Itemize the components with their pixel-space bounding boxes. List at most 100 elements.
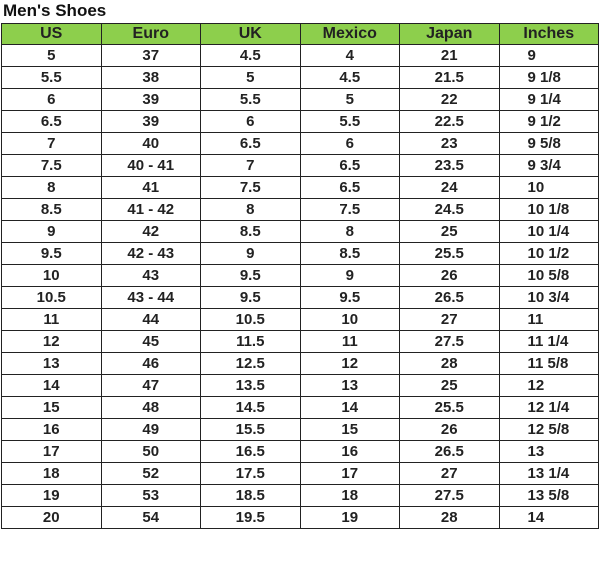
cell-uk: 15.5 [200,418,301,441]
cell-inches: 10 5/8 [498,264,599,287]
cell-us: 8.5 [1,198,102,221]
cell-mexico: 5 [299,88,400,111]
table-row: 15 48 14.5 14 25.5 12 1/4 [1,396,599,419]
cell-uk: 8.5 [200,220,301,243]
cell-euro: 52 [100,462,201,485]
cell-inches: 10 1/2 [498,242,599,265]
table-row: 18 52 17.5 17 27 13 1/4 [1,462,599,485]
cell-mexico: 4 [299,44,400,67]
cell-euro: 39 [100,110,201,133]
cell-uk: 9 [200,242,301,265]
cell-uk: 6.5 [200,132,301,155]
cell-euro: 41 - 42 [100,198,201,221]
cell-inches: 12 5/8 [498,418,599,441]
cell-uk: 19.5 [200,506,301,529]
cell-uk: 9.5 [200,264,301,287]
cell-us: 12 [1,330,102,353]
table-row: 11 44 10.5 10 27 11 [1,308,599,331]
cell-japan: 21 [399,44,500,67]
cell-inches: 9 1/2 [498,110,599,133]
cell-inches: 10 3/4 [498,286,599,309]
cell-us: 18 [1,462,102,485]
table-row: 7 40 6.5 6 23 9 5/8 [1,132,599,155]
cell-japan: 27.5 [399,330,500,353]
cell-japan: 24.5 [399,198,500,221]
cell-uk: 17.5 [200,462,301,485]
size-chart-table: US Euro UK Mexico Japan Inches 5 37 4.5 4 21 9 5.5 3… [1,23,599,529]
cell-euro: 39 [100,88,201,111]
table-row: 5 37 4.5 4 21 9 [1,44,599,67]
cell-japan: 25.5 [399,396,500,419]
cell-mexico: 8 [299,220,400,243]
cell-euro: 41 [100,176,201,199]
table-row: 5.5 38 5 4.5 21.5 9 1/8 [1,66,599,89]
cell-us: 6.5 [1,110,102,133]
cell-euro: 49 [100,418,201,441]
cell-japan: 26.5 [399,440,500,463]
cell-mexico: 8.5 [299,242,400,265]
cell-uk: 7.5 [200,176,301,199]
cell-uk: 10.5 [200,308,301,331]
cell-inches: 13 5/8 [498,484,599,507]
cell-uk: 14.5 [200,396,301,419]
cell-us: 5 [1,44,102,67]
cell-us: 19 [1,484,102,507]
table-row: 8 41 7.5 6.5 24 10 [1,176,599,199]
cell-inches: 12 1/4 [498,396,599,419]
cell-euro: 40 [100,132,201,155]
cell-inches: 13 1/4 [498,462,599,485]
cell-uk: 6 [200,110,301,133]
cell-mexico: 19 [299,506,400,529]
cell-japan: 25 [399,220,500,243]
cell-us: 10.5 [1,286,102,309]
cell-mexico: 7.5 [299,198,400,221]
cell-japan: 26 [399,264,500,287]
column-header-japan: Japan [399,23,500,45]
table-row: 6 39 5.5 5 22 9 1/4 [1,88,599,111]
cell-inches: 11 [498,308,599,331]
table-row: 17 50 16.5 16 26.5 13 [1,440,599,463]
cell-us: 6 [1,88,102,111]
cell-mexico: 10 [299,308,400,331]
table-row: 12 45 11.5 11 27.5 11 1/4 [1,330,599,353]
cell-japan: 23.5 [399,154,500,177]
cell-euro: 40 - 41 [100,154,201,177]
cell-inches: 10 1/4 [498,220,599,243]
cell-euro: 54 [100,506,201,529]
table-row: 9.5 42 - 43 9 8.5 25.5 10 1/2 [1,242,599,265]
cell-japan: 28 [399,352,500,375]
table-row: 13 46 12.5 12 28 11 5/8 [1,352,599,375]
cell-uk: 8 [200,198,301,221]
column-header-inches: Inches [498,23,599,45]
cell-euro: 43 [100,264,201,287]
cell-euro: 44 [100,308,201,331]
cell-japan: 26 [399,418,500,441]
cell-inches: 9 5/8 [498,132,599,155]
cell-mexico: 18 [299,484,400,507]
cell-us: 7.5 [1,154,102,177]
cell-japan: 22.5 [399,110,500,133]
cell-japan: 21.5 [399,66,500,89]
header-row: US Euro UK Mexico Japan Inches [1,23,599,45]
cell-uk: 9.5 [200,286,301,309]
column-header-mexico: Mexico [299,23,400,45]
cell-mexico: 5.5 [299,110,400,133]
cell-euro: 42 [100,220,201,243]
cell-euro: 37 [100,44,201,67]
table-row: 19 53 18.5 18 27.5 13 5/8 [1,484,599,507]
cell-euro: 53 [100,484,201,507]
cell-inches: 9 [498,44,599,67]
cell-mexico: 6.5 [299,154,400,177]
cell-japan: 22 [399,88,500,111]
cell-inches: 10 [498,176,599,199]
cell-euro: 50 [100,440,201,463]
cell-inches: 9 1/4 [498,88,599,111]
column-header-uk: UK [200,23,301,45]
cell-us: 13 [1,352,102,375]
cell-inches: 9 3/4 [498,154,599,177]
cell-mexico: 12 [299,352,400,375]
page-title: Men's Shoes [3,1,107,20]
cell-euro: 42 - 43 [100,242,201,265]
cell-us: 14 [1,374,102,397]
cell-japan: 27.5 [399,484,500,507]
